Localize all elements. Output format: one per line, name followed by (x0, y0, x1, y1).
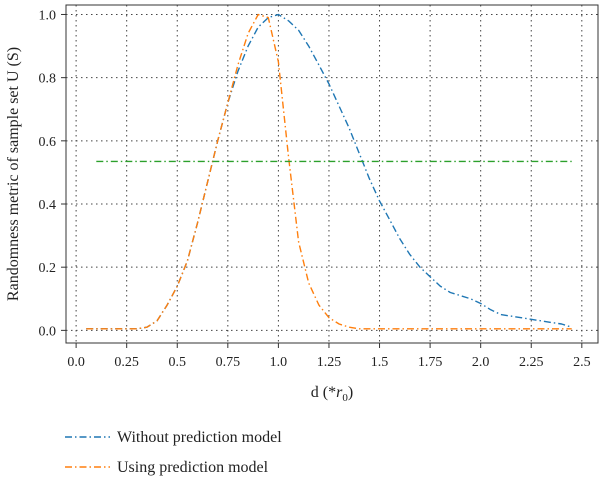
x-axis-title-symbol: r (336, 384, 343, 401)
y-axis-title: Randomness metric of sample set U (S) (5, 47, 22, 301)
x-axis-title: d (*r0) (311, 384, 353, 404)
x-tick-label: 0.0 (67, 355, 85, 370)
x-axis-title-end: ) (348, 384, 353, 401)
x-tick-label: 0.75 (216, 355, 241, 370)
x-tick-label: 1.5 (371, 355, 389, 370)
plot-frame (65, 4, 599, 344)
legend-label: Using prediction model (117, 459, 269, 476)
legend-label: Without prediction model (117, 429, 282, 446)
x-tick-label: 1.25 (317, 355, 342, 370)
y-tick-label: 0.6 (39, 135, 57, 150)
y-tick-label: 0.4 (39, 198, 57, 213)
y-tick-label: 0.2 (39, 261, 57, 276)
tick-marks (61, 13, 583, 348)
y-tick-label: 0.8 (39, 72, 57, 87)
y-tick-label: 1.0 (39, 8, 57, 23)
x-tick-label: 1.75 (418, 355, 443, 370)
series-line-2 (86, 13, 572, 330)
legend: Without prediction model Using prediction… (65, 429, 282, 476)
series-layer (86, 13, 572, 330)
x-tick-label: 2.0 (472, 355, 490, 370)
grid-lines (66, 5, 598, 343)
x-axis-title-subscript: 0 (342, 392, 348, 404)
x-tick-label: 0.5 (169, 355, 187, 370)
tick-labels: 0.0 0.25 0.5 0.75 1.0 1.25 1.5 1.75 2.0 2.25 2.5 0.… (39, 8, 591, 370)
x-tick-label: 2.5 (573, 355, 591, 370)
x-tick-label: 2.25 (519, 355, 544, 370)
x-tick-label: 0.25 (114, 355, 139, 370)
x-tick-label: 1.0 (270, 355, 288, 370)
x-axis-title-main: d (* (311, 384, 336, 401)
y-tick-label: 0.0 (39, 324, 57, 339)
